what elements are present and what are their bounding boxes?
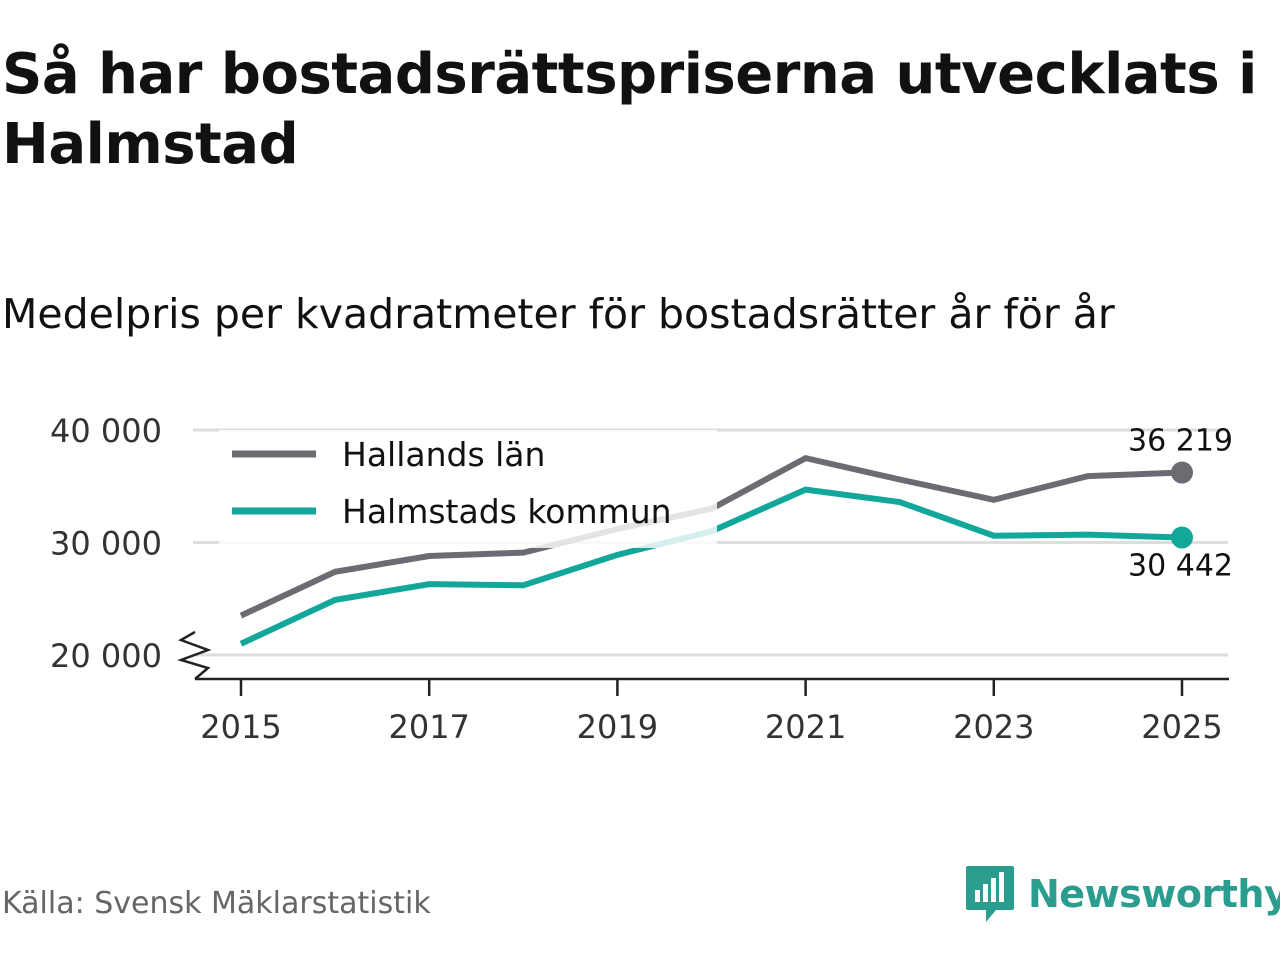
- y-tick-label: 30 000: [50, 525, 162, 563]
- chart-subtitle: Medelpris per kvadratmeter för bostadsrä…: [2, 290, 1115, 338]
- chart-title: Så har bostadsrättspriserna utvecklats i…: [2, 42, 1257, 177]
- legend-label: Halmstads kommun: [342, 492, 672, 531]
- x-tick-label: 2019: [577, 708, 658, 746]
- end-marker: [1171, 461, 1193, 484]
- y-tick-label: 20 000: [50, 637, 162, 675]
- source-note: Källa: Svensk Mäklarstatistik: [2, 886, 431, 921]
- x-tick-label: 2021: [765, 708, 846, 746]
- labels: 40 000 30 000 20 000 2015 2017 2019 2021 2023 20…: [50, 412, 1233, 746]
- legend-background: [219, 430, 717, 548]
- axis-break-mark: [177, 630, 212, 680]
- y-tick-label: 40 000: [50, 412, 162, 450]
- line-chart: Hallands län Halmstads kommun 40 000 30 00…: [50, 412, 1233, 746]
- x-tick-label: 2025: [1141, 708, 1222, 746]
- newsworthy-logo-icon: [966, 866, 1014, 922]
- x-tick-label: 2023: [953, 708, 1034, 746]
- legend: Hallands län Halmstads kommun: [219, 430, 717, 548]
- legend-label: Hallands län: [342, 435, 545, 474]
- axes: [177, 630, 1229, 696]
- data-label: 30 442: [1128, 549, 1233, 584]
- x-tick-label: 2015: [200, 708, 281, 746]
- brand-name: Newsworthy: [1028, 872, 1280, 916]
- end-marker: [1171, 526, 1193, 549]
- newsworthy-logo: Newsworthy: [964, 864, 1280, 924]
- data-label: 36 219: [1128, 424, 1233, 459]
- x-tick-label: 2017: [388, 708, 469, 746]
